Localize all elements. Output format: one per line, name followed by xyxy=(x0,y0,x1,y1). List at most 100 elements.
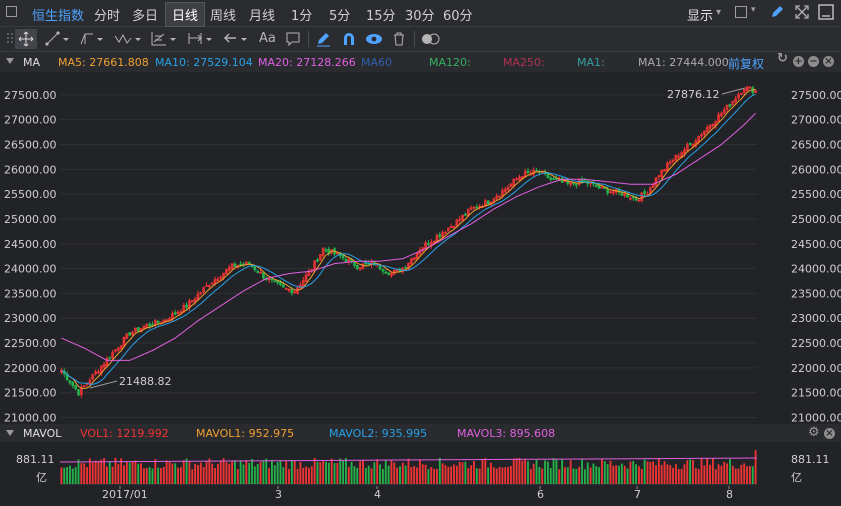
x-tick-label: 6 xyxy=(537,488,544,501)
tab-intraday[interactable]: 分时 xyxy=(94,9,121,24)
settings-icon[interactable]: ⚙ xyxy=(808,425,820,440)
close-icon[interactable]: × xyxy=(823,56,834,67)
toggle-icon[interactable] xyxy=(421,31,441,47)
indicator-name[interactable]: MA xyxy=(23,56,41,69)
candle-body xyxy=(381,269,385,272)
tab-30min[interactable]: 30分 xyxy=(405,9,435,24)
candle-body xyxy=(495,196,499,199)
collapse-icon[interactable] xyxy=(6,430,14,436)
display-menu[interactable]: 显示 xyxy=(687,9,714,24)
pen-icon[interactable] xyxy=(770,5,784,19)
volume-bar xyxy=(436,468,438,484)
polyline-tool-icon[interactable] xyxy=(78,30,108,48)
volume-bar xyxy=(396,467,399,484)
chevron-down-icon[interactable]: ▾ xyxy=(716,7,722,18)
tab-60min[interactable]: 60分 xyxy=(443,9,473,24)
volume-bar xyxy=(555,459,558,484)
tab-weekly[interactable]: 周线 xyxy=(210,9,237,24)
volume-bar xyxy=(208,458,211,484)
remove-icon[interactable]: − xyxy=(808,56,819,67)
y-tick-label-right: 23000.00 xyxy=(791,312,841,325)
fib-tool-icon[interactable] xyxy=(150,30,182,48)
candle-body xyxy=(677,155,681,158)
volume-bar xyxy=(265,458,268,484)
volume-bar xyxy=(97,461,100,484)
volume-bar xyxy=(253,466,256,484)
volume-bar xyxy=(63,467,66,484)
text-tool[interactable]: Aa xyxy=(259,31,276,46)
candle-body xyxy=(449,226,453,229)
collapse-icon[interactable] xyxy=(6,58,14,64)
tab-monthly[interactable]: 月线 xyxy=(249,9,276,24)
candle-body xyxy=(461,214,464,221)
volume-bar xyxy=(83,463,86,484)
ma10-line xyxy=(61,93,756,385)
ma20-line xyxy=(61,112,756,361)
measure-tool-icon[interactable] xyxy=(187,30,217,48)
volume-bar xyxy=(444,465,447,484)
volume-bar xyxy=(268,468,271,484)
candle-body xyxy=(193,298,197,302)
window-icon[interactable] xyxy=(6,6,17,17)
volume-bar xyxy=(430,467,433,484)
eye-icon[interactable] xyxy=(365,31,383,47)
volume-bar xyxy=(305,466,308,484)
trash-icon[interactable] xyxy=(391,31,407,47)
expand-icon[interactable] xyxy=(795,5,809,19)
y-tick-label-right: 24500.00 xyxy=(791,238,841,251)
tab-multiday[interactable]: 多日 xyxy=(132,9,159,24)
volume-indicator-name[interactable]: MAVOL xyxy=(23,427,62,440)
volume-bar xyxy=(623,465,626,484)
y-tick-label-left: 27500.00 xyxy=(4,89,57,102)
wave-tool-icon[interactable] xyxy=(113,30,145,48)
candle-body xyxy=(199,292,203,294)
checkbox-icon[interactable] xyxy=(735,6,747,18)
volume-bar xyxy=(481,459,484,484)
volume-bar xyxy=(333,462,336,484)
candle-body xyxy=(270,278,274,281)
candle-body xyxy=(153,320,157,326)
drag-handle-icon[interactable] xyxy=(5,32,19,46)
volume-bar xyxy=(527,461,529,484)
candle-body xyxy=(640,192,644,202)
candle-body xyxy=(202,287,205,293)
volume-bar xyxy=(370,468,373,484)
candle-body xyxy=(748,86,752,89)
volume-bar xyxy=(674,464,677,484)
chevron-down-icon[interactable]: ▾ xyxy=(751,5,756,15)
y-tick-label-left: 22500.00 xyxy=(4,337,57,350)
minimize-icon[interactable] xyxy=(818,4,834,20)
instrument-title[interactable]: 恒生指数 xyxy=(32,9,85,24)
volume-bar xyxy=(290,460,293,484)
candle-body xyxy=(262,272,265,279)
line-tool-icon[interactable] xyxy=(44,30,74,48)
pen-icon[interactable] xyxy=(316,31,332,47)
tab-1min[interactable]: 1分 xyxy=(291,9,313,24)
volume-bar xyxy=(239,460,242,484)
volume-bar xyxy=(216,463,219,484)
arrow-tool-icon[interactable] xyxy=(222,30,252,48)
tab-15min[interactable]: 15分 xyxy=(366,9,396,24)
refresh-icon[interactable]: ↻ xyxy=(777,51,788,66)
tab-daily[interactable]: 日线 xyxy=(165,2,206,27)
candle-body xyxy=(526,170,530,173)
volume-bar xyxy=(660,464,663,484)
volume-bar xyxy=(350,461,353,484)
comment-icon[interactable] xyxy=(285,31,301,47)
volume-bar xyxy=(191,469,194,484)
volume-bar xyxy=(325,461,327,484)
tab-5min[interactable]: 5分 xyxy=(329,9,351,24)
volume-bar xyxy=(666,464,669,484)
close-icon[interactable]: × xyxy=(824,428,835,439)
volume-bar xyxy=(157,467,160,484)
add-icon[interactable]: + xyxy=(793,56,804,67)
magnet-icon[interactable] xyxy=(341,31,357,47)
crosshair-icon[interactable] xyxy=(15,29,37,49)
candle-body xyxy=(515,178,518,181)
ma5-line xyxy=(61,88,756,390)
volume-bar xyxy=(302,467,305,484)
toolbar-divider xyxy=(308,31,309,47)
candle-body xyxy=(281,284,285,288)
adjust-mode[interactable]: 前复权 xyxy=(728,57,765,71)
